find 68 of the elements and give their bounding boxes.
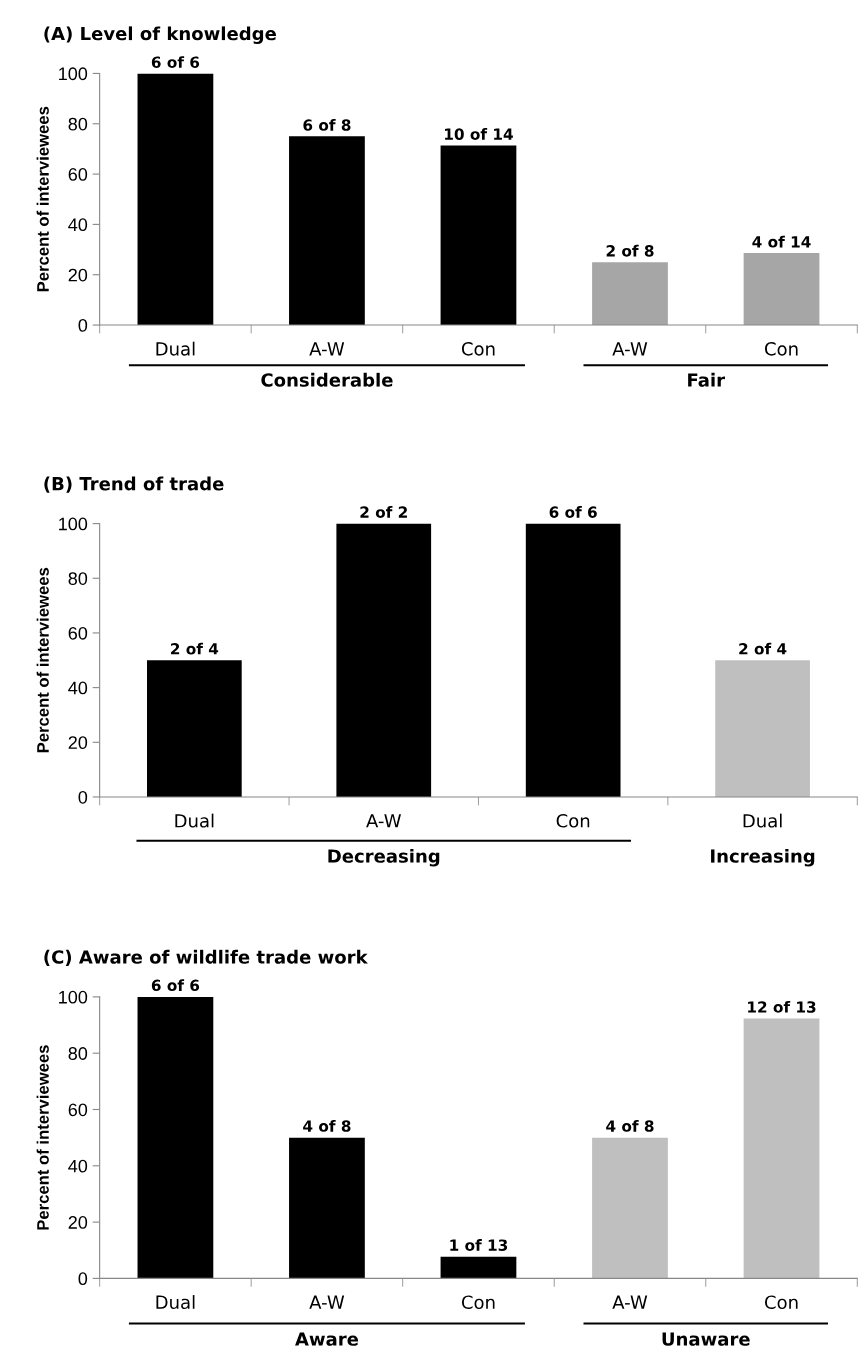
y-tick-label: 20 — [68, 1216, 88, 1229]
x-tick-label: Con — [764, 1295, 798, 1310]
bar — [592, 1137, 668, 1279]
x-tick-label: Con — [764, 342, 798, 356]
x-tick-label: A-W — [309, 1295, 345, 1309]
y-tick-label: 0 — [78, 318, 88, 332]
text: Increasing — [711, 848, 815, 867]
x-tick-label: A-W — [612, 1295, 648, 1309]
y-tick-label: 40 — [68, 1159, 88, 1173]
text: Unaware — [662, 1332, 750, 1346]
y-tick-label: 0 — [78, 1272, 88, 1286]
bar — [743, 1018, 820, 1279]
y-tick-label: 20 — [68, 268, 88, 282]
x-tick-label: A-W — [366, 814, 401, 828]
annotation: 2 of 2 — [360, 506, 407, 518]
y-axis-title: Percent of interviewees — [36, 1045, 49, 1230]
annotation: 2 of 8 — [606, 244, 654, 257]
chart-title: (A) Level of knowledge — [44, 26, 276, 44]
annotation: 1 of 13 — [450, 1239, 508, 1251]
x-tick-label: A-W — [309, 342, 345, 356]
x-tick-label: A-W — [612, 342, 648, 356]
annotation: 4 of 8 — [606, 1120, 654, 1132]
y-tick-label: 80 — [68, 572, 88, 585]
bar — [137, 996, 214, 1279]
bar — [592, 262, 668, 326]
y-tick-label: 100 — [59, 517, 88, 531]
annotation: 6 of 8 — [303, 119, 351, 131]
annotation: 6 of 6 — [549, 506, 597, 518]
y-axis-title: Percent of interviewees — [36, 567, 49, 753]
x-tick-label: Dual — [156, 341, 195, 356]
text: Aware — [295, 1332, 359, 1346]
bar — [440, 145, 517, 326]
chart-title: (C) Aware of wildlife trade work — [44, 949, 368, 966]
y-tick-label: 80 — [68, 1047, 88, 1060]
text: Decreasing — [328, 848, 440, 867]
y-tick-label: 0 — [78, 790, 88, 804]
y-tick-label: 20 — [68, 736, 88, 750]
bar — [289, 1137, 365, 1279]
bar — [743, 253, 820, 326]
y-tick-label: 100 — [59, 990, 88, 1004]
y-axis-title: Percent of interviewees — [36, 106, 49, 292]
x-tick-label: Con — [461, 1295, 495, 1310]
bar — [289, 136, 365, 326]
y-tick-label: 40 — [68, 681, 88, 695]
y-tick-label: 60 — [68, 626, 88, 640]
x-tick-label: Con — [556, 813, 590, 828]
x-tick-label: Dual — [175, 813, 214, 828]
y-tick-label: 40 — [68, 218, 88, 232]
x-tick-label: Dual — [156, 1295, 195, 1310]
y-tick-label: 100 — [59, 67, 88, 81]
bar — [440, 1256, 517, 1279]
annotation: 4 of 8 — [303, 1120, 351, 1132]
annotation: 10 of 14 — [445, 128, 513, 140]
text: Fair — [688, 372, 725, 387]
annotation: 2 of 4 — [171, 642, 219, 655]
x-tick-label: Con — [461, 342, 495, 356]
y-tick-label: 60 — [68, 168, 88, 181]
annotation: 2 of 4 — [739, 642, 787, 655]
bar — [137, 73, 214, 326]
annotation: 6 of 6 — [151, 979, 200, 992]
x-tick-label: Dual — [743, 813, 782, 828]
text: Considerable — [261, 372, 393, 387]
annotation: 4 of 14 — [752, 235, 811, 248]
y-tick-label: 60 — [68, 1103, 88, 1117]
y-tick-label: 80 — [68, 117, 88, 131]
chart-title: (B) Trend of trade — [44, 476, 224, 493]
annotation: 6 of 6 — [151, 56, 200, 68]
annotation: 12 of 13 — [748, 1000, 816, 1013]
